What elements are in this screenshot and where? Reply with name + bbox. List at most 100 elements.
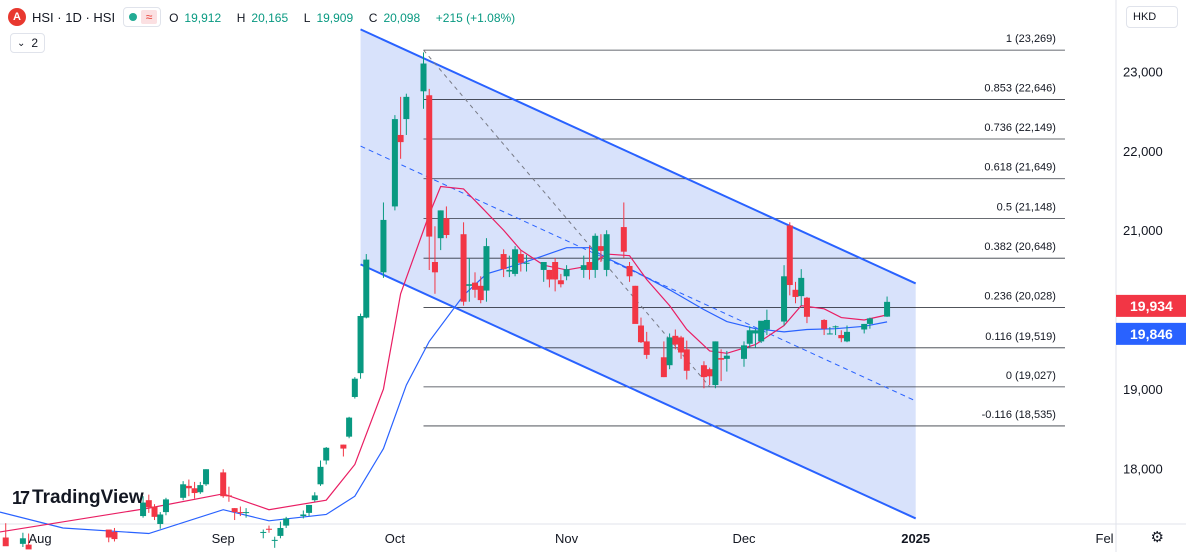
- candle-body: [380, 219, 387, 273]
- candle-body: [723, 355, 730, 359]
- fib-level-label: 0.116 (19,519): [985, 331, 1056, 343]
- candle-body: [483, 246, 490, 291]
- tradingview-wordmark: TradingView: [32, 487, 144, 508]
- candle-body: [283, 518, 290, 526]
- close-value: 20,098: [383, 10, 421, 25]
- candle-body: [552, 262, 559, 280]
- candle-body: [403, 96, 410, 120]
- fib-level-label: 0.5 (21,148): [997, 201, 1056, 213]
- candle-body: [826, 333, 833, 335]
- candle-body: [323, 447, 330, 461]
- candle-body: [557, 280, 564, 285]
- candle-body: [861, 323, 868, 330]
- currency-selector[interactable]: HKD: [1126, 6, 1178, 28]
- candle-body: [678, 337, 685, 353]
- candle-body: [821, 319, 828, 329]
- fib-level-label: 1 (23,269): [1006, 33, 1056, 45]
- candle-body: [466, 284, 473, 286]
- candle-body: [512, 249, 519, 274]
- candle-body: [357, 315, 364, 374]
- x-tick-label: Sep: [212, 531, 235, 546]
- indicators-toggle[interactable]: ⌄ 2: [10, 33, 46, 53]
- candle-body: [683, 349, 690, 371]
- candle-body: [157, 514, 164, 524]
- candle-body: [420, 63, 427, 92]
- candle-body: [265, 528, 272, 530]
- candle-body: [798, 277, 805, 297]
- low-key: L: [303, 10, 311, 25]
- candle-body: [391, 119, 398, 207]
- candle-body: [620, 227, 627, 252]
- x-tick-label: 2025: [901, 531, 930, 546]
- candle-body: [506, 269, 513, 272]
- x-tick-label: Oct: [385, 531, 406, 546]
- candle-body: [2, 537, 9, 547]
- close-key: C: [368, 10, 378, 25]
- price-tag-label: 19,934: [1130, 298, 1173, 314]
- candle-body: [162, 499, 169, 513]
- tradingview-mark-icon: 17: [12, 487, 30, 508]
- chart-header: A HSI · 1D · HSI ≈ O 19,912 H 20,165 L 19,9…: [8, 6, 521, 28]
- candle-body: [460, 234, 467, 302]
- chart-settings-icon[interactable]: ⚙: [1150, 529, 1164, 546]
- candle-body: [443, 218, 450, 236]
- candle-body: [231, 508, 238, 513]
- trend-dashed-line: [423, 49, 711, 387]
- fib-level-label: -0.116 (18,535): [982, 409, 1056, 421]
- channel-fill: [360, 29, 916, 519]
- symbol-title[interactable]: HSI · 1D · HSI: [32, 9, 116, 25]
- candle-body: [151, 506, 158, 517]
- candle-body: [140, 502, 147, 517]
- candle-body: [752, 330, 759, 334]
- candle-body: [580, 265, 587, 270]
- price-tag-bg: [1116, 294, 1186, 317]
- candle-body: [105, 529, 112, 538]
- candle-body: [243, 512, 250, 514]
- candle-body: [546, 269, 553, 280]
- candle-body: [260, 531, 267, 533]
- candle-body: [637, 325, 644, 343]
- candle-body: [311, 495, 318, 501]
- candle-body: [626, 265, 633, 277]
- candle-body: [660, 357, 667, 378]
- candle-body: [763, 319, 770, 330]
- chevron-down-icon: ⌄: [17, 37, 26, 49]
- x-tick-label: Dec: [732, 531, 756, 546]
- candle-body: [431, 262, 438, 273]
- candle-body: [472, 282, 479, 290]
- candle-body: [844, 331, 851, 342]
- tradingview-logo: 17 TradingView: [12, 487, 144, 509]
- candle-body: [666, 337, 673, 366]
- candle-body: [586, 262, 593, 270]
- candle-body: [540, 262, 547, 270]
- candle-body: [185, 485, 192, 489]
- candle-body: [340, 444, 347, 449]
- candle-body: [203, 469, 210, 485]
- candle-body: [603, 234, 610, 270]
- change-value: +215 (+1.08%): [435, 10, 516, 25]
- candle-body: [197, 485, 204, 493]
- y-tick-label: 22,000: [1123, 144, 1163, 159]
- candle-body: [180, 484, 187, 498]
- candle-body: [437, 210, 444, 239]
- candle-body: [220, 472, 227, 497]
- ohlc-values: O 19,912 H 20,165 L 19,909 C 20,098 +215 (+1…: [169, 10, 521, 25]
- candle-body: [517, 254, 524, 263]
- price-tag-label: 19,846: [1130, 326, 1173, 342]
- fib-level-label: 0.618 (21,649): [984, 162, 1056, 174]
- candle-body: [758, 320, 765, 342]
- candle-body: [477, 285, 484, 301]
- symbol-logo-icon: A: [8, 8, 26, 26]
- y-tick-label: 18,000: [1123, 461, 1163, 476]
- candle-body: [317, 466, 324, 485]
- market-status-pill[interactable]: ≈: [123, 7, 162, 27]
- candle-body: [832, 326, 839, 328]
- x-tick-label: Fel: [1096, 531, 1114, 546]
- channel-mid-line: [360, 145, 916, 402]
- candle-body: [145, 500, 152, 508]
- x-tick-label: Nov: [555, 531, 579, 546]
- candle-body: [300, 514, 307, 517]
- y-tick-label: 19,000: [1123, 382, 1163, 397]
- candle-body: [632, 285, 639, 324]
